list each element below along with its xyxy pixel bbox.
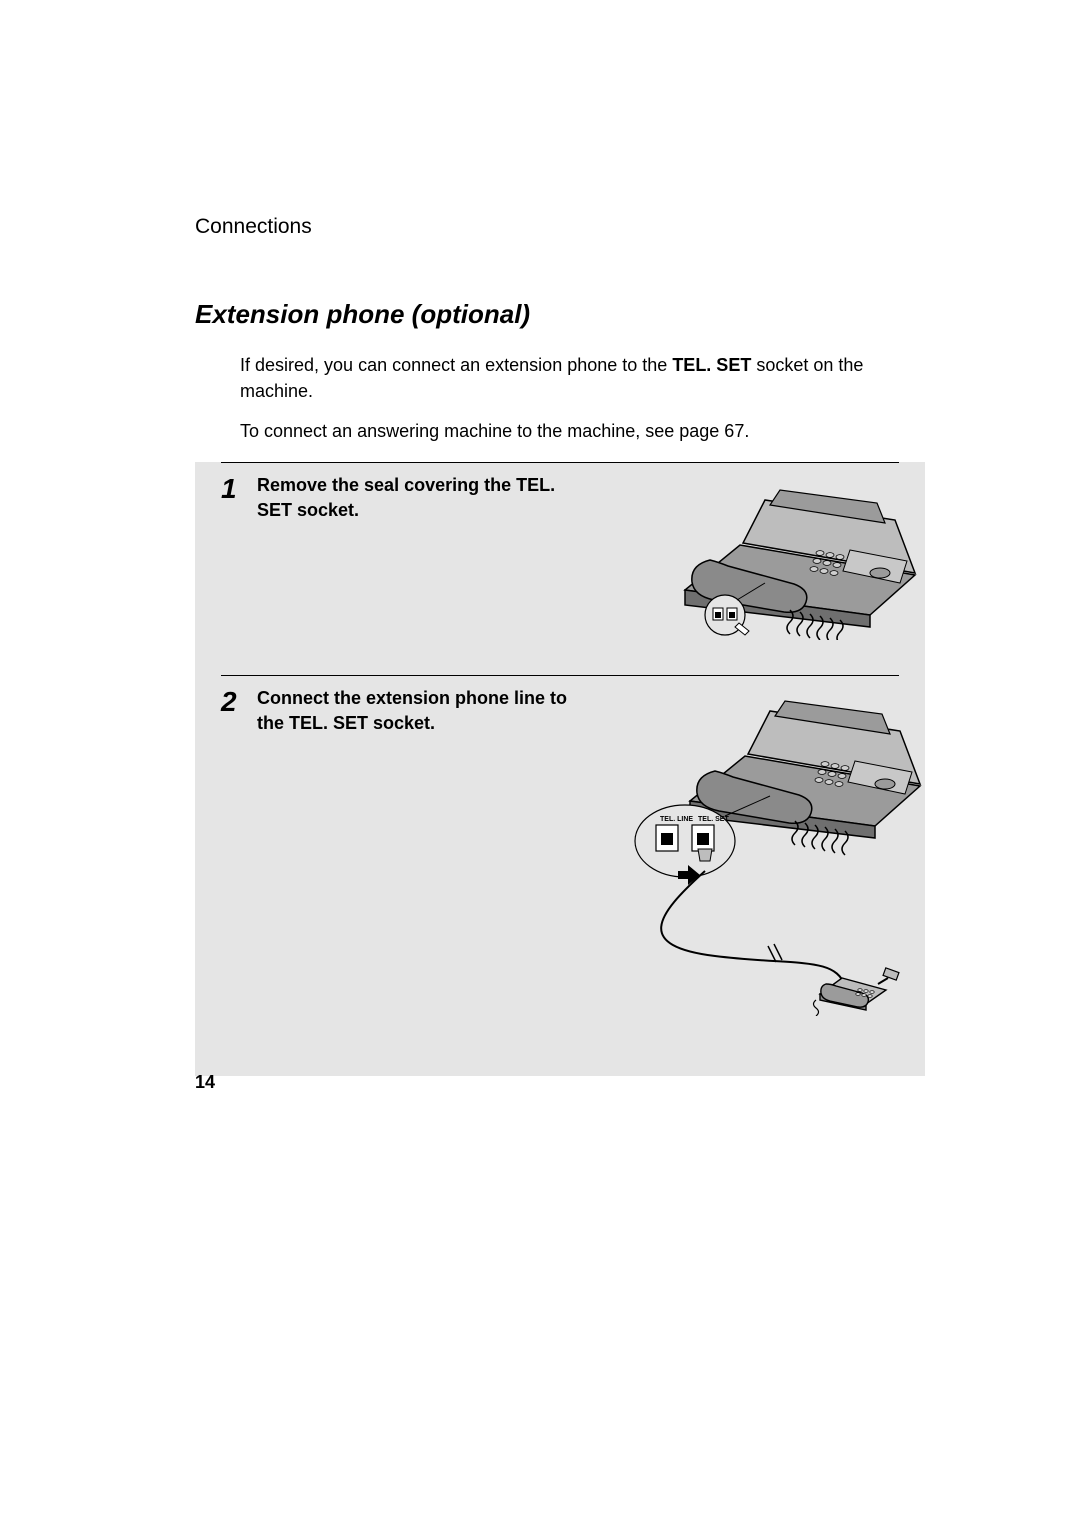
intro-paragraph-2: To connect an answering machine to the m… [240,418,925,444]
step-1: 1 Remove the seal covering the TEL. SET … [221,462,899,663]
fax-extension-icon: TEL. LINE TEL. SET [595,686,925,1016]
step-2-text: Connect the extension phone line to the … [257,686,577,736]
step-1-text: Remove the seal covering the TEL. SET so… [257,473,577,523]
section-title: Extension phone (optional) [195,299,925,330]
intro-p1-a: If desired, you can connect an extension… [240,355,672,375]
intro-p1-bold: TEL. SET [672,355,751,375]
page: Connections Extension phone (optional) I… [0,0,1080,1528]
intro-block: If desired, you can connect an extension… [195,352,925,444]
step-2-illustration: TEL. LINE TEL. SET [595,686,925,1016]
fax-machine-icon [625,465,925,640]
page-number: 14 [195,1072,215,1093]
step-2-number: 2 [221,686,257,716]
intro-paragraph-1: If desired, you can connect an extension… [240,352,925,404]
step-2: 2 Connect the extension phone line to th… [221,675,899,1026]
running-head: Connections [195,215,925,239]
socket-label-tel-line: TEL. LINE [660,816,693,823]
steps-block: 1 Remove the seal covering the TEL. SET … [195,462,925,1076]
step-1-illustration [625,465,925,640]
step-1-number: 1 [221,473,257,503]
socket-label-tel-set: TEL. SET [698,816,729,823]
